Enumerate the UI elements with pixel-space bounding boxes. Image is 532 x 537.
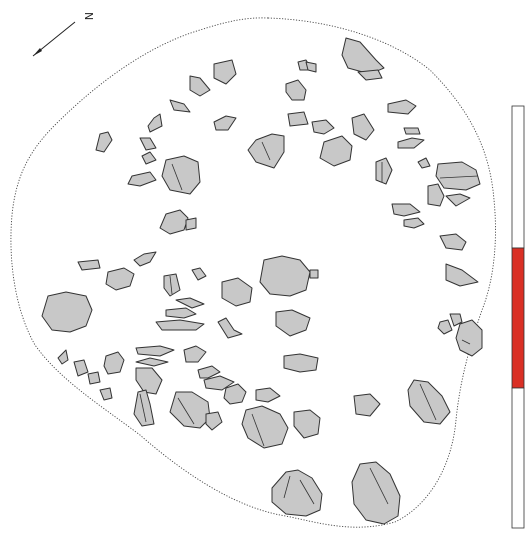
- stone: [403, 217, 425, 229]
- stone: [455, 319, 483, 357]
- stone: [417, 157, 431, 169]
- stone: [217, 317, 243, 339]
- stone: [391, 203, 421, 217]
- scale-bar-segment: [511, 105, 525, 249]
- stone-facet: [261, 141, 271, 161]
- stone-facet: [169, 275, 173, 295]
- stone: [387, 99, 417, 115]
- excavation-outline: [10, 17, 496, 528]
- stone: [445, 263, 479, 287]
- scale-bar: [511, 105, 525, 529]
- stone: [133, 251, 157, 267]
- stone: [427, 183, 445, 207]
- stone: [275, 309, 311, 337]
- stone: [285, 79, 307, 101]
- stone: [397, 137, 425, 149]
- stone: [103, 351, 125, 375]
- stone: [259, 255, 311, 297]
- stone-facet: [419, 383, 437, 421]
- stone: [449, 313, 463, 327]
- stone: [223, 383, 247, 405]
- stone: [309, 269, 319, 279]
- stone: [351, 113, 375, 141]
- north-arrow: N: [32, 12, 95, 57]
- stone-facet: [439, 175, 479, 179]
- stone: [213, 115, 237, 131]
- stone: [203, 375, 235, 391]
- stone: [99, 387, 113, 401]
- scale-bar-segment: [511, 247, 525, 389]
- stone: [341, 37, 385, 75]
- stone: [133, 389, 155, 427]
- stone: [439, 233, 467, 251]
- stone: [163, 273, 181, 297]
- stone: [205, 411, 223, 431]
- stone: [221, 277, 253, 307]
- north-label: N: [82, 12, 95, 20]
- stone: [271, 469, 323, 517]
- stone: [139, 137, 157, 151]
- stone: [127, 171, 157, 187]
- stone: [319, 135, 353, 167]
- stone-facet: [177, 397, 195, 425]
- stone: [305, 61, 317, 73]
- stone: [169, 391, 211, 429]
- stones: [41, 37, 483, 525]
- stone: [105, 267, 135, 291]
- stone-facet: [251, 413, 265, 447]
- stone: [87, 371, 101, 385]
- stone: [403, 127, 421, 135]
- stone: [185, 217, 197, 231]
- stone: [73, 359, 89, 377]
- stone: [255, 387, 281, 403]
- stone: [293, 409, 321, 439]
- stone: [135, 367, 163, 395]
- stone-facet: [171, 163, 183, 191]
- stone-facet: [283, 475, 315, 505]
- stone-facet: [369, 467, 389, 505]
- stone: [169, 99, 191, 113]
- stone: [407, 379, 451, 425]
- stone: [77, 259, 101, 271]
- stone: [213, 59, 237, 85]
- scale-bar-segment: [511, 387, 525, 529]
- stone: [287, 111, 309, 127]
- stone: [135, 345, 175, 357]
- stone: [147, 113, 163, 133]
- stone: [161, 155, 201, 195]
- stone: [159, 209, 189, 235]
- stone: [155, 319, 205, 331]
- stone: [351, 461, 401, 525]
- stone: [191, 267, 207, 281]
- north-arrow-head: [33, 48, 42, 56]
- stone: [141, 151, 157, 165]
- stone: [183, 345, 207, 363]
- stone: [41, 291, 93, 333]
- stone: [445, 193, 471, 207]
- stone: [57, 349, 69, 365]
- stone: [357, 69, 383, 81]
- stone: [435, 161, 481, 191]
- stone: [241, 405, 289, 449]
- stone: [375, 157, 393, 185]
- stone: [95, 131, 113, 153]
- stone: [189, 75, 211, 97]
- stone: [135, 357, 169, 367]
- stone: [175, 297, 205, 309]
- stone-facet: [139, 393, 147, 423]
- stone: [311, 119, 335, 135]
- stone: [165, 307, 197, 319]
- stone: [353, 393, 381, 417]
- stone: [197, 365, 221, 379]
- stone: [283, 353, 319, 373]
- stone-facet: [461, 339, 471, 345]
- stone: [437, 319, 453, 335]
